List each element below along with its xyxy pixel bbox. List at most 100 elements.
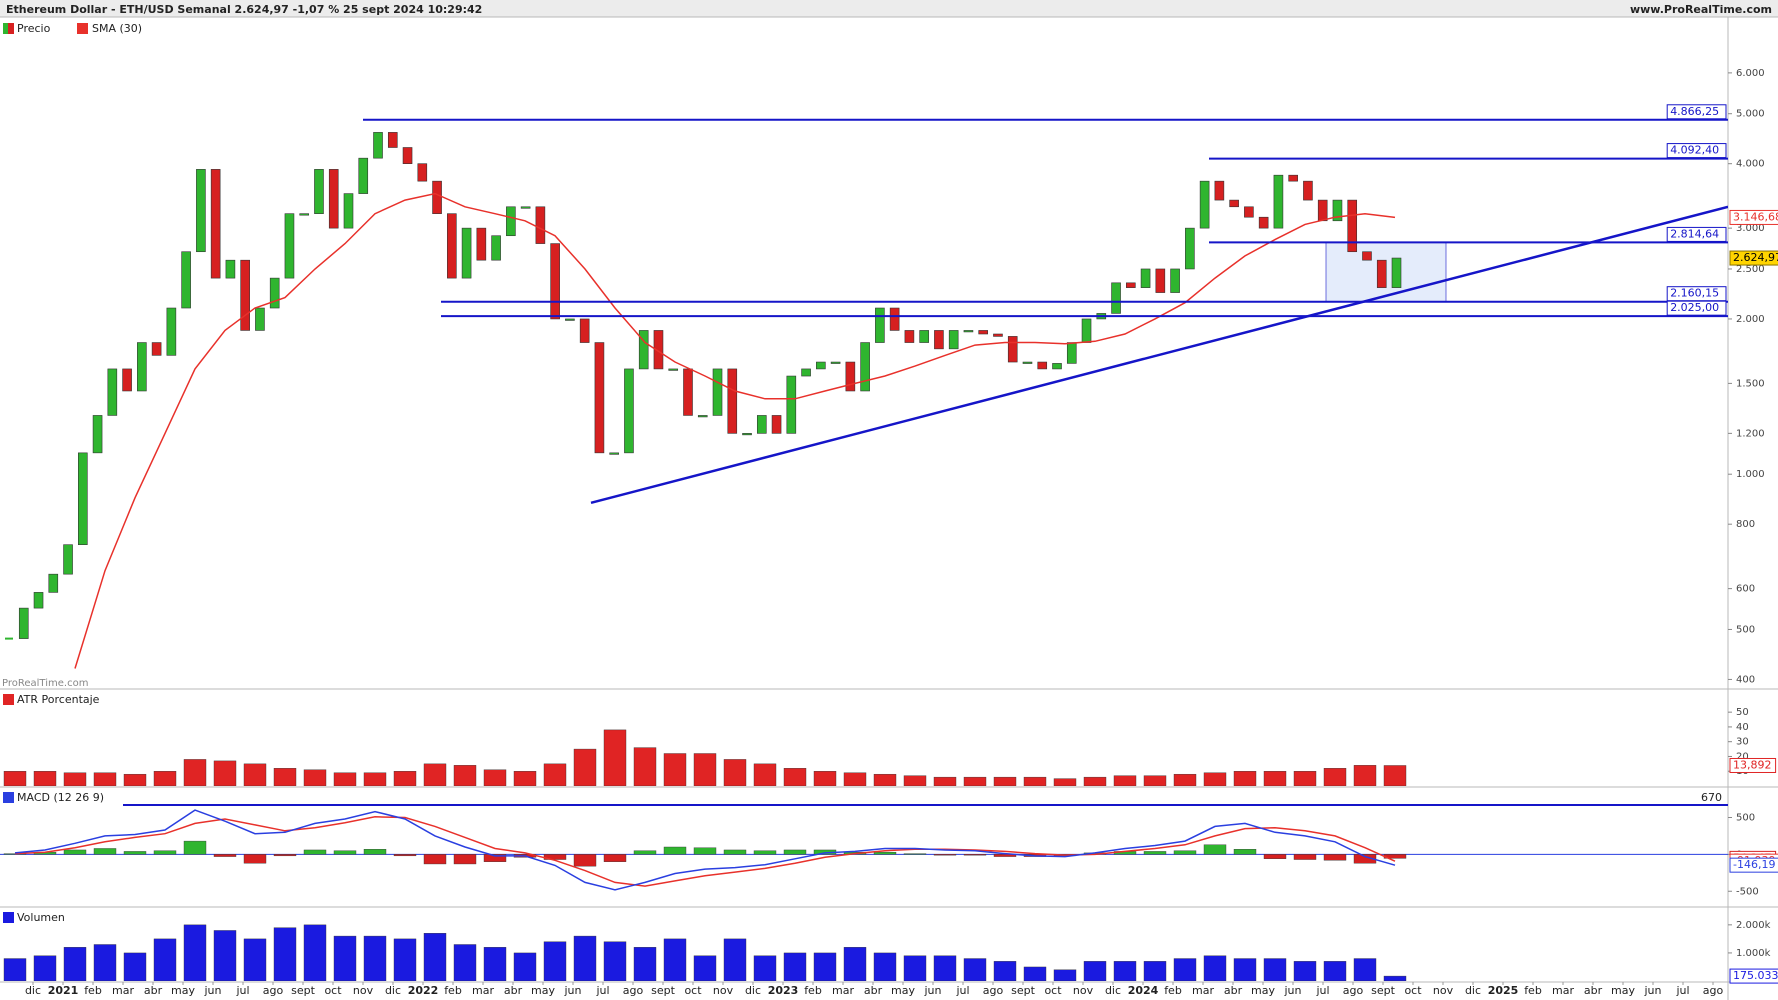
panel-plot bbox=[3, 729, 1407, 786]
x-tick-label: may bbox=[531, 984, 555, 997]
candle bbox=[1126, 282, 1136, 288]
series-line bbox=[14, 816, 1396, 887]
x-tick-label: 2021 bbox=[48, 984, 79, 997]
bar bbox=[93, 944, 117, 981]
candle bbox=[653, 330, 664, 370]
bar bbox=[873, 952, 897, 981]
bar bbox=[1323, 854, 1347, 861]
value-label-box bbox=[1729, 209, 1778, 225]
bar bbox=[183, 759, 207, 786]
y-tick-label: 20 bbox=[1736, 751, 1749, 762]
candle bbox=[993, 333, 1003, 337]
candle bbox=[387, 132, 398, 148]
bar bbox=[423, 854, 447, 865]
bar bbox=[993, 961, 1017, 981]
candle bbox=[1376, 259, 1387, 288]
value-label: 3.146,68 bbox=[1733, 210, 1778, 223]
bar bbox=[243, 938, 267, 981]
bar bbox=[543, 763, 567, 786]
candle bbox=[1052, 363, 1062, 370]
candle bbox=[48, 573, 59, 593]
y-tick-label: 40 bbox=[1736, 722, 1749, 733]
bar bbox=[843, 947, 867, 981]
bar bbox=[933, 955, 957, 981]
bar bbox=[333, 850, 357, 855]
candle bbox=[107, 368, 118, 416]
bar bbox=[993, 854, 1017, 857]
level-label: 2.025,00 bbox=[1670, 301, 1719, 314]
candle bbox=[476, 227, 487, 261]
x-tick-label: nov bbox=[1073, 984, 1094, 997]
bar bbox=[393, 938, 417, 981]
bar bbox=[933, 776, 957, 786]
candle bbox=[1185, 227, 1195, 270]
bar bbox=[933, 854, 957, 856]
candle bbox=[299, 213, 310, 216]
y-tick-label: 1.000 bbox=[1736, 469, 1765, 480]
x-tick-label: dic bbox=[385, 984, 401, 997]
x-tick-label: 2022 bbox=[408, 984, 439, 997]
bar bbox=[333, 935, 357, 981]
bar bbox=[1383, 975, 1407, 981]
bar bbox=[1023, 776, 1047, 786]
value-label-box bbox=[1729, 250, 1778, 266]
x-tick-label: abr bbox=[144, 984, 163, 997]
value-label: 13,892 bbox=[1733, 758, 1772, 771]
bar bbox=[93, 848, 117, 855]
y-tick-label: 4.000 bbox=[1736, 159, 1765, 170]
bar bbox=[453, 854, 477, 865]
y-tick-label: 1.200 bbox=[1736, 428, 1765, 439]
bar bbox=[663, 846, 687, 855]
bar bbox=[243, 763, 267, 786]
x-tick-label: oct bbox=[324, 984, 342, 997]
candle bbox=[1111, 282, 1121, 314]
bar bbox=[1263, 854, 1287, 859]
header-title: Ethereum Dollar - ETH/USD Semanal 2.624,… bbox=[6, 3, 482, 16]
x-tick-label: jun bbox=[204, 984, 222, 997]
bar bbox=[693, 955, 717, 981]
candle bbox=[624, 368, 634, 454]
bar bbox=[453, 944, 477, 981]
bar bbox=[1143, 961, 1167, 981]
bar bbox=[1143, 851, 1167, 855]
candle bbox=[771, 415, 782, 434]
bar bbox=[723, 849, 747, 855]
bar bbox=[663, 753, 687, 786]
legend-atr: ATR Porcentaje bbox=[3, 693, 100, 706]
candle bbox=[1332, 199, 1343, 222]
candle bbox=[78, 452, 88, 545]
bar bbox=[1173, 958, 1197, 981]
x-tick-label: jul bbox=[1675, 984, 1689, 997]
candle bbox=[1155, 268, 1166, 293]
candle bbox=[166, 307, 177, 356]
candle bbox=[756, 415, 767, 434]
bar bbox=[603, 941, 627, 981]
bar bbox=[873, 773, 897, 786]
x-tick-label: nov bbox=[713, 984, 734, 997]
bar bbox=[573, 854, 597, 867]
y-tick-label: 800 bbox=[1736, 519, 1755, 530]
candle bbox=[314, 169, 324, 214]
candle bbox=[683, 368, 693, 416]
candle bbox=[1214, 180, 1225, 201]
x-tick-label: jun bbox=[1284, 984, 1302, 997]
candle bbox=[727, 368, 738, 434]
candle bbox=[210, 169, 221, 279]
candle bbox=[1022, 361, 1033, 364]
candle bbox=[240, 259, 250, 331]
x-tick-label: dic bbox=[25, 984, 41, 997]
legend-icon bbox=[3, 792, 14, 803]
bar bbox=[423, 933, 447, 981]
candle bbox=[506, 206, 516, 237]
panel-plot bbox=[5, 132, 1728, 669]
candle bbox=[1229, 199, 1239, 208]
x-tick-label: ago bbox=[983, 984, 1004, 997]
x-tick-label: oct bbox=[1044, 984, 1062, 997]
x-tick-label: jul bbox=[595, 984, 609, 997]
candle bbox=[343, 193, 354, 229]
candle bbox=[934, 330, 944, 350]
bar bbox=[693, 847, 717, 855]
value-label: -146,19 bbox=[1733, 858, 1775, 871]
candle bbox=[1391, 257, 1402, 288]
bar bbox=[363, 772, 387, 786]
